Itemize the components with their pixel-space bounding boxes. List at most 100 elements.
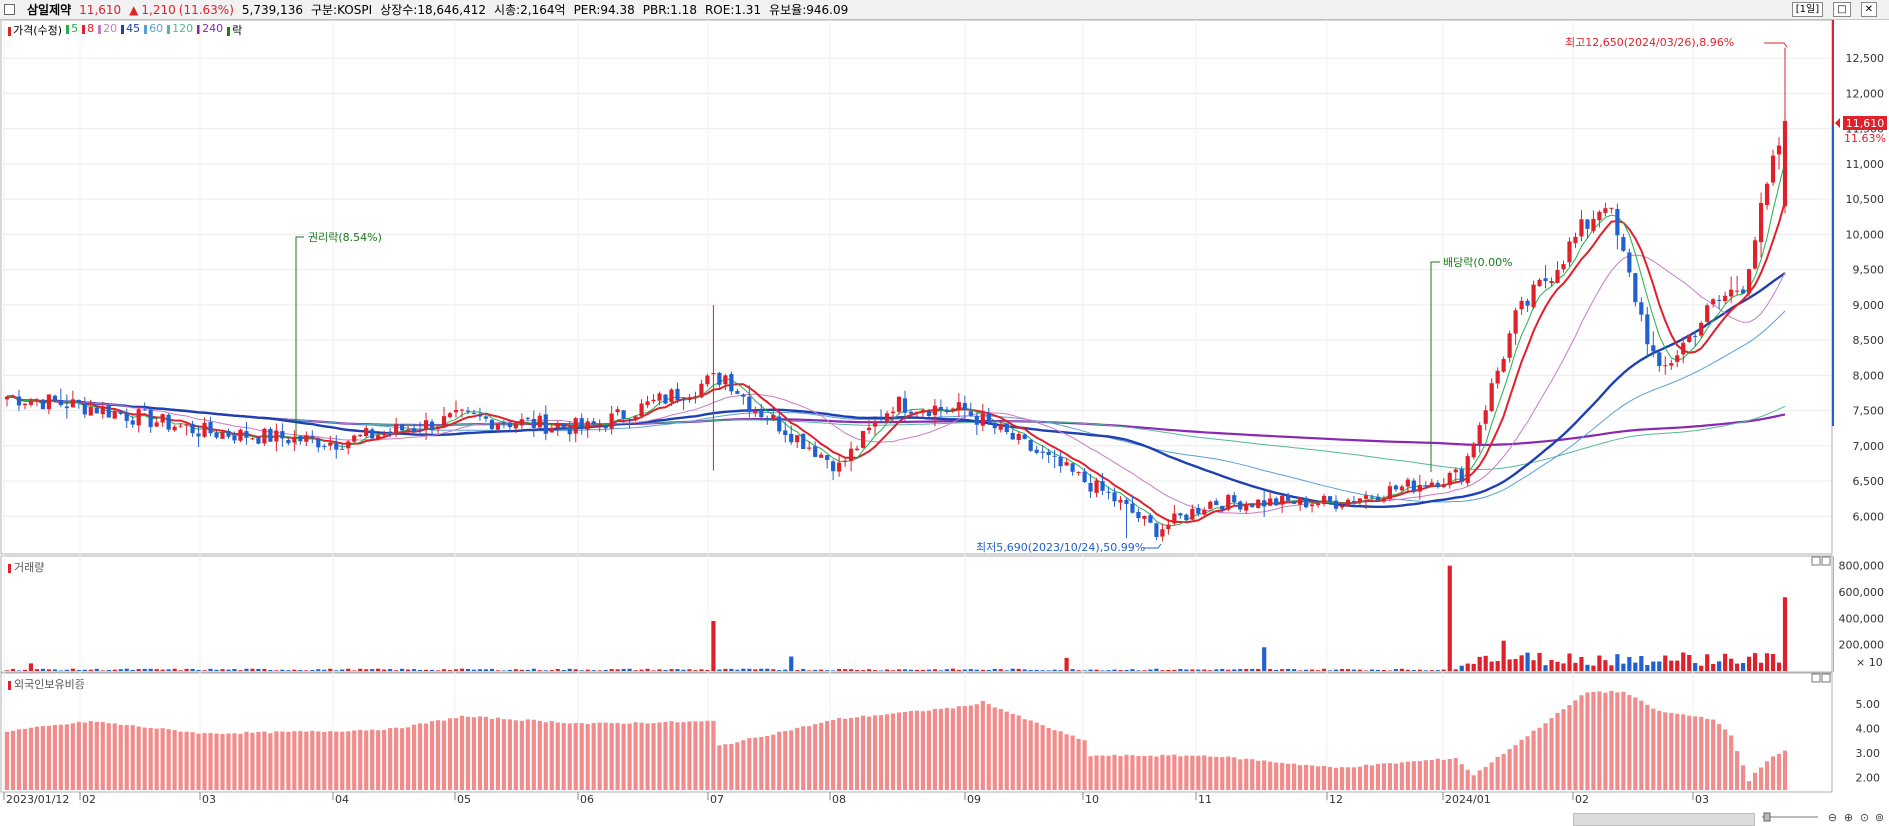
candle-body bbox=[1717, 299, 1722, 301]
foreign-ratio-bar bbox=[1345, 767, 1351, 790]
legend-ma8[interactable]: 8 bbox=[82, 22, 94, 38]
candle-body bbox=[519, 419, 524, 426]
volume-bar bbox=[1633, 662, 1638, 671]
foreign-ratio-bar bbox=[1609, 690, 1614, 790]
candle-body bbox=[1663, 365, 1668, 367]
legend-price[interactable]: 가격(수정) bbox=[8, 22, 62, 38]
volume-bar bbox=[519, 669, 524, 671]
candle-body bbox=[1657, 352, 1662, 366]
foreign-ratio-bar bbox=[1178, 756, 1183, 790]
last-price-label: 11,610 bbox=[1846, 117, 1885, 130]
foreign-ratio-bar bbox=[759, 736, 764, 790]
for-panel-close-icon[interactable] bbox=[1821, 673, 1831, 683]
volume-bar bbox=[1699, 665, 1704, 671]
volume-bar bbox=[1447, 565, 1452, 671]
legend-ma60[interactable]: 60 bbox=[144, 22, 163, 38]
volume-bar bbox=[711, 620, 716, 671]
legend-ex[interactable]: 락 bbox=[227, 22, 242, 38]
volume-bar bbox=[543, 670, 548, 671]
volume-bar bbox=[1052, 669, 1057, 671]
volume-bar bbox=[501, 670, 506, 671]
select-checkbox[interactable] bbox=[4, 4, 15, 15]
volume-bar bbox=[1471, 663, 1476, 671]
candle-body bbox=[1519, 300, 1524, 310]
legend-ma45[interactable]: 45 bbox=[121, 22, 140, 38]
candle-body bbox=[1483, 410, 1488, 424]
for-panel-max-icon[interactable] bbox=[1811, 673, 1821, 683]
foreign-ratio-bar bbox=[160, 728, 165, 790]
foreign-ratio-bar bbox=[1262, 760, 1267, 790]
zoom-reset-icon[interactable]: ⊚ bbox=[1874, 811, 1885, 824]
candle-body bbox=[789, 433, 794, 443]
foreign-ratio-bar bbox=[1633, 697, 1638, 790]
foreign-ratio-bar bbox=[1693, 716, 1698, 790]
candle-body bbox=[334, 443, 339, 450]
foreign-ratio-bar bbox=[388, 728, 393, 790]
candle-body bbox=[849, 448, 854, 461]
x-tick-label: 06 bbox=[580, 793, 594, 806]
zoom-slider[interactable] bbox=[1760, 812, 1820, 822]
maximize-icon[interactable]: □ bbox=[1833, 2, 1851, 17]
candle-body bbox=[669, 389, 674, 403]
stock-name[interactable]: 삼일제약 bbox=[27, 3, 72, 17]
period-button[interactable]: [1일] bbox=[1791, 2, 1824, 17]
volume-bar bbox=[663, 669, 668, 671]
candle-body bbox=[370, 429, 375, 439]
foreign-ratio-bar bbox=[1543, 723, 1548, 790]
zoom-out-icon[interactable]: ⊖ bbox=[1827, 811, 1838, 824]
foreign-ratio-bar bbox=[615, 723, 620, 790]
candle-body bbox=[1417, 484, 1422, 492]
foreign-ratio-bar bbox=[94, 721, 99, 790]
volume-bar bbox=[1627, 657, 1632, 671]
foreign-ratio-bar bbox=[585, 724, 590, 790]
volume-bar bbox=[980, 669, 985, 671]
candle-body bbox=[597, 424, 602, 426]
foreign-ratio-bar bbox=[429, 721, 435, 790]
legend-ma240[interactable]: 240 bbox=[197, 22, 223, 38]
foreign-ratio-bar bbox=[298, 731, 303, 790]
foreign-ratio-bar bbox=[866, 716, 872, 790]
price-y-tick: 10,000 bbox=[1846, 228, 1885, 241]
volume-bar bbox=[40, 668, 46, 671]
foreign-ratio-bar bbox=[1723, 729, 1728, 790]
volume-bar bbox=[627, 668, 632, 671]
volume-bar bbox=[1214, 669, 1219, 671]
dividend-label: 배당락(0.00% bbox=[1443, 256, 1513, 269]
candle-body bbox=[1603, 208, 1608, 213]
foreign-ratio-bar bbox=[1136, 756, 1141, 790]
vol-panel-max-icon[interactable] bbox=[1811, 556, 1821, 566]
legend-ma120[interactable]: 120 bbox=[167, 22, 193, 38]
candle-body bbox=[423, 420, 429, 430]
zoom-in-icon[interactable]: ⊕ bbox=[1843, 811, 1854, 824]
zoom-fit-icon[interactable]: ⊙ bbox=[1859, 811, 1870, 824]
foreign-ratio-bar bbox=[1100, 755, 1105, 790]
volume-bar bbox=[298, 670, 303, 671]
foreign-ratio-bar bbox=[819, 722, 824, 790]
volume-bar bbox=[483, 669, 489, 671]
legend-ma5[interactable]: 5 bbox=[66, 22, 78, 38]
legend-ma20[interactable]: 20 bbox=[98, 22, 117, 38]
candle-body bbox=[657, 393, 662, 401]
candle-body bbox=[777, 416, 782, 432]
volume-bar bbox=[328, 668, 333, 671]
volume-bar bbox=[94, 668, 99, 671]
foreign-ratio-bar bbox=[1010, 713, 1015, 790]
foreign-ratio-bar bbox=[795, 727, 800, 790]
close-icon[interactable]: ✕ bbox=[1860, 2, 1877, 17]
foreign-ratio-bar bbox=[190, 732, 195, 790]
foreign-ratio-bar bbox=[1070, 735, 1075, 790]
foreign-ratio-bar bbox=[950, 708, 955, 790]
foreign-ratio-bar bbox=[1417, 761, 1422, 790]
foreign-ratio-bar bbox=[693, 721, 698, 790]
candle-body bbox=[1274, 498, 1279, 506]
horizontal-scrollbar[interactable] bbox=[1573, 813, 1755, 826]
foreign-ratio-bar bbox=[609, 723, 614, 790]
volume-bar bbox=[250, 668, 255, 671]
volume-bar bbox=[525, 669, 530, 671]
foreign-ratio-bar bbox=[633, 722, 638, 790]
volume-bar bbox=[1741, 663, 1746, 671]
vol-panel-close-icon[interactable] bbox=[1821, 556, 1831, 566]
volume-bar bbox=[932, 669, 938, 671]
candle-body bbox=[1687, 334, 1692, 342]
foreign-ratio-bar bbox=[1387, 763, 1392, 790]
